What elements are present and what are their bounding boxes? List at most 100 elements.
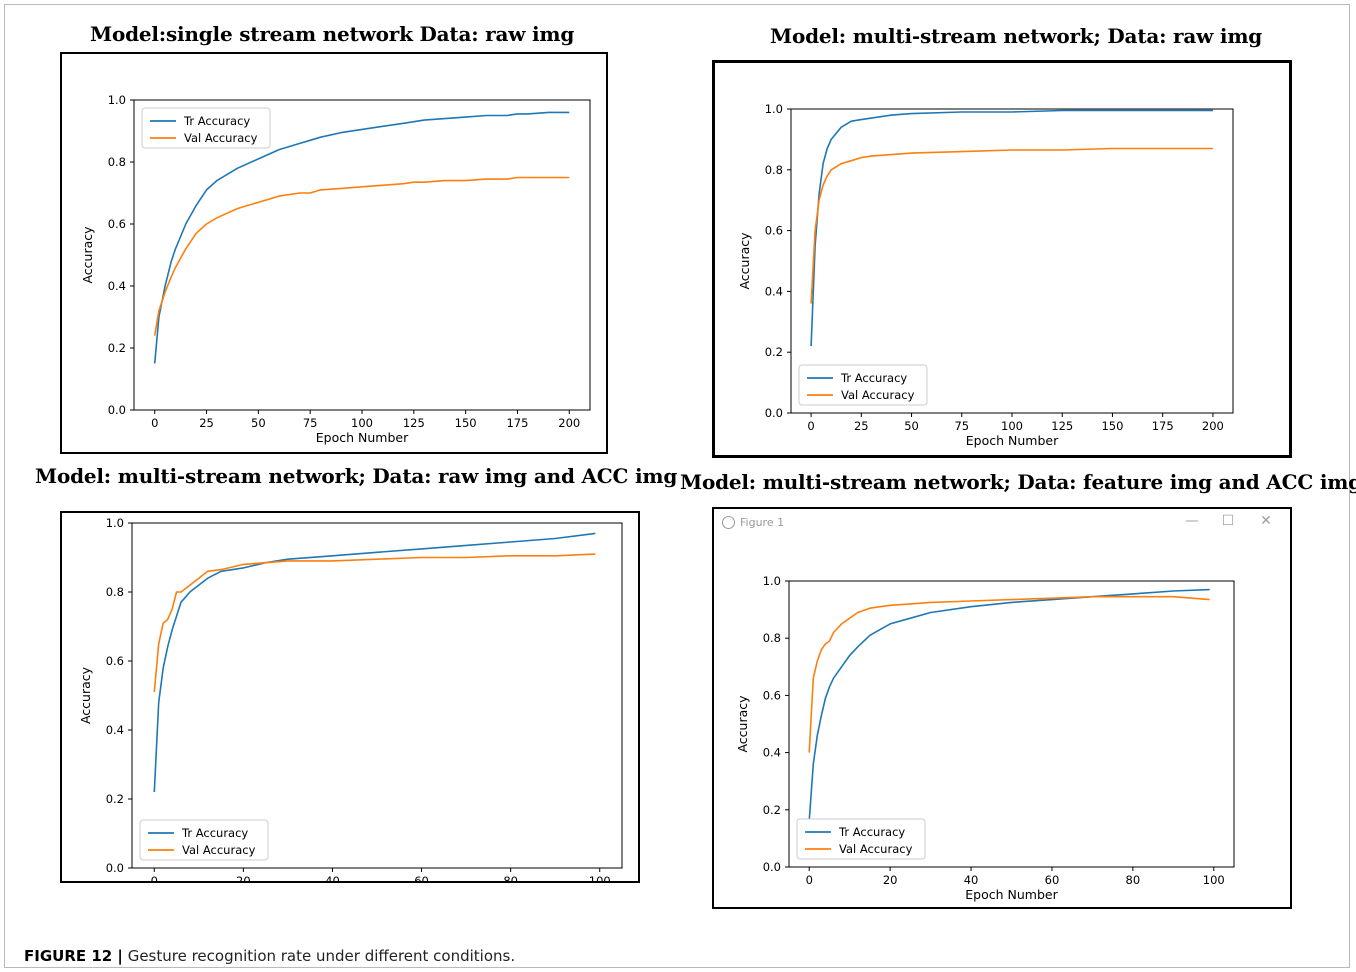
figure-caption: FIGURE 12 | Gesture recognition rate und… (24, 947, 515, 965)
chart-panel-multi-stream-feature-acc: Figure 1 — ☐ ✕ 0 20 40 60 80 100 0.0 0.2 0.4 0.6 0… (712, 507, 1292, 909)
x-tick-label: 175 (1152, 419, 1174, 433)
x-tick-label: 200 (1202, 419, 1224, 433)
y-axis-label: Accuracy (737, 232, 752, 290)
x-tick-label: 80 (1126, 873, 1141, 887)
x-tick-label: 200 (558, 416, 580, 430)
legend-label: Tr Accuracy (183, 114, 250, 128)
series-line-train (810, 109, 1213, 347)
y-tick-label: 0.6 (765, 224, 783, 238)
plot-area (131, 522, 623, 869)
x-tick-label: 60 (414, 874, 429, 881)
caption-text: Gesture recognition rate under different… (122, 947, 516, 965)
x-tick-label: 100 (1203, 873, 1225, 887)
matplotlib-window-titlebar: Figure 1 — ☐ ✕ (716, 511, 1288, 537)
y-tick-label: 0.4 (108, 279, 126, 293)
series-line-val (810, 147, 1213, 304)
x-tick-label: 175 (506, 416, 528, 430)
x-tick-label: 75 (303, 416, 318, 430)
y-tick-label: 0.2 (108, 341, 126, 355)
x-tick-label: 25 (199, 416, 214, 430)
x-tick-label: 80 (503, 874, 518, 881)
x-tick-label: 25 (854, 419, 869, 433)
y-tick-label: 1.0 (765, 102, 783, 116)
legend-label: Val Accuracy (841, 388, 915, 402)
x-tick-label: 60 (1045, 873, 1060, 887)
panel-title-1: Model:single stream network Data: raw im… (90, 22, 575, 46)
x-tick-label: 20 (883, 873, 898, 887)
y-axis-label: Accuracy (735, 695, 750, 753)
x-tick-label: 0 (151, 874, 158, 881)
x-tick-label: 100 (1001, 419, 1023, 433)
y-tick-label: 0.8 (763, 631, 781, 645)
caption-label: FIGURE 12 | (24, 947, 123, 965)
x-tick-label: 0 (807, 419, 814, 433)
x-tick-label: 50 (251, 416, 266, 430)
x-axis-label: Epoch Number (316, 430, 409, 445)
chart-panel-multi-stream-raw: 0 25 50 75 100 125 150 175 200 0.0 0.2 0.4 0.6 0.8 1.0… (712, 60, 1292, 458)
matplotlib-logo-icon (722, 516, 735, 529)
y-axis-label: Accuracy (80, 226, 95, 284)
y-tick-label: 0.0 (108, 403, 126, 417)
y-tick-label: 0.0 (765, 406, 783, 420)
y-tick-label: 1.0 (763, 574, 781, 588)
chart-svg: 0 20 40 60 80 100 0.0 0.2 0.4 0.6 0.8 1.0 Epoch Numb… (735, 574, 1235, 902)
x-tick-label: 0 (151, 416, 158, 430)
y-tick-label: 0.8 (106, 585, 124, 599)
panel-title-4: Model: multi-stream network; Data: featu… (680, 470, 1356, 494)
x-tick-label: 40 (964, 873, 979, 887)
panel-title-3: Model: multi-stream network; Data: raw i… (35, 464, 678, 488)
minimize-button[interactable]: — (1185, 513, 1199, 529)
x-tick-label: 50 (904, 419, 919, 433)
plot-area (788, 580, 1235, 868)
y-tick-label: 0.0 (763, 860, 781, 874)
y-tick-label: 0.2 (763, 803, 781, 817)
x-tick-label: 125 (1051, 419, 1073, 433)
legend-label: Val Accuracy (182, 843, 256, 857)
legend-label: Tr Accuracy (181, 826, 248, 840)
x-axis-label: Epoch Number (965, 887, 1058, 902)
y-tick-label: 0.6 (106, 654, 124, 668)
y-tick-label: 1.0 (108, 93, 126, 107)
x-tick-label: 20 (236, 874, 251, 881)
y-tick-label: 0.2 (765, 345, 783, 359)
legend-label: Tr Accuracy (840, 371, 907, 385)
y-tick-label: 1.0 (106, 516, 124, 530)
series-line-val (153, 176, 570, 336)
legend-label: Val Accuracy (184, 131, 258, 145)
y-axis-label: Accuracy (78, 666, 93, 724)
x-tick-label: 40 (325, 874, 340, 881)
y-tick-label: 0.6 (763, 688, 781, 702)
series-line-train (153, 532, 596, 793)
close-button[interactable]: ✕ (1260, 513, 1272, 529)
figure-frame (4, 4, 1350, 968)
legend-label: Val Accuracy (839, 842, 913, 856)
x-tick-label: 75 (954, 419, 969, 433)
y-tick-label: 0.8 (108, 155, 126, 169)
chart-svg: 0 25 50 75 100 125 150 175 200 0.0 0.2 0.4 0.6 0.8 1.0… (737, 102, 1234, 448)
y-tick-label: 0.4 (763, 746, 781, 760)
chart-svg: 0 25 50 75 100 125 150 175 200 0.0 0.2 0.4 0.6 0.8 1.0… (80, 93, 591, 445)
y-tick-label: 0.4 (765, 284, 783, 298)
chart-panel-single-stream-raw: 0 25 50 75 100 125 150 175 200 0.0 0.2 0.4 0.6 0.8 1.0… (60, 52, 608, 454)
y-tick-label: 0.6 (108, 217, 126, 231)
legend-label: Tr Accuracy (838, 825, 905, 839)
x-axis-label: Epoch Number (966, 433, 1059, 448)
x-tick-label: 0 (806, 873, 813, 887)
series-line-val (153, 553, 596, 693)
y-tick-label: 0.8 (765, 163, 783, 177)
series-line-train (808, 588, 1210, 822)
series-line-train (153, 111, 570, 364)
series-line-val (808, 595, 1210, 753)
window-title: Figure 1 (740, 516, 785, 529)
x-tick-label: 150 (1101, 419, 1123, 433)
panel-title-2: Model: multi-stream network; Data: raw i… (770, 24, 1263, 48)
y-tick-label: 0.0 (106, 861, 124, 875)
maximize-button[interactable]: ☐ (1221, 513, 1235, 529)
x-tick-label: 100 (589, 874, 611, 881)
y-tick-label: 0.4 (106, 723, 124, 737)
y-tick-label: 0.2 (106, 792, 124, 806)
x-tick-label: 150 (455, 416, 477, 430)
x-tick-label: 125 (403, 416, 425, 430)
